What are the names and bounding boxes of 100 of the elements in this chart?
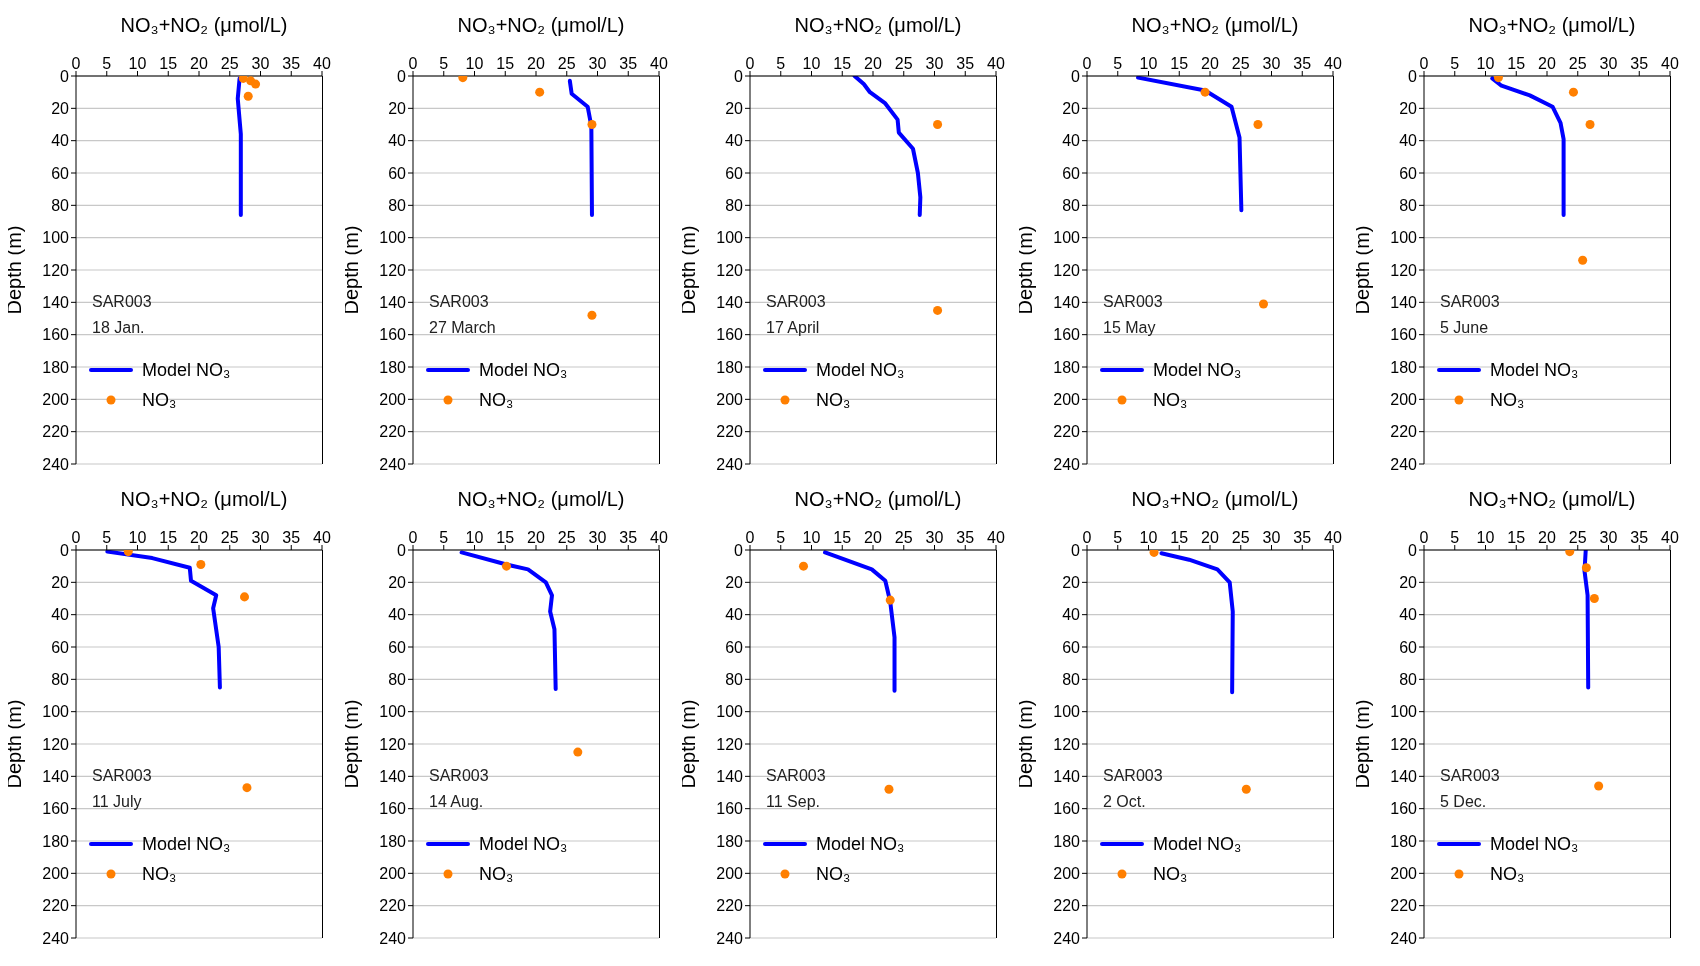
x-tick-label: 30 — [251, 529, 270, 546]
point — [240, 592, 250, 602]
y-tick-label: 240 — [379, 929, 407, 947]
x-tick-label: 0 — [1419, 55, 1429, 72]
y-tick-label: 20 — [725, 100, 744, 118]
y-tick-label: 0 — [1408, 67, 1418, 85]
point — [1594, 781, 1604, 791]
y-tick-label: 0 — [397, 67, 407, 85]
x-tick-label: 20 — [190, 529, 208, 546]
y-tick-label: 40 — [725, 132, 744, 150]
y-tick-label: 240 — [42, 455, 70, 473]
x-tick-label: 15 — [1507, 55, 1526, 72]
y-tick-label: 180 — [42, 358, 70, 376]
line-series — [1136, 76, 1244, 213]
y-tick-label: 120 — [1390, 261, 1418, 279]
x-tick-label: 35 — [1630, 55, 1649, 72]
annotation: 17 April — [766, 318, 821, 339]
x-tick-label: 30 — [1262, 529, 1281, 546]
x-tick-label: 5 — [776, 529, 786, 546]
y-tick-label: 80 — [725, 197, 744, 215]
y-tick-label: 160 — [42, 800, 70, 818]
x-tick-label: 35 — [282, 55, 301, 72]
y-tick-label: 0 — [60, 541, 70, 559]
annotation: SAR003 — [92, 766, 152, 787]
x-tick-label: 0 — [745, 55, 755, 72]
legend-label: Model NO₃ — [816, 359, 905, 383]
y-tick-label: 40 — [725, 606, 744, 624]
y-tick-label: 180 — [1390, 832, 1418, 850]
line-series — [459, 550, 558, 692]
y-tick-label: 240 — [1390, 929, 1418, 947]
y-tick-label: 120 — [1390, 735, 1418, 753]
x-tick-label: 5 — [439, 55, 449, 72]
y-tick-label: 160 — [42, 326, 70, 344]
x-tick-label: 40 — [1324, 55, 1342, 72]
y-tick-label: 100 — [42, 703, 70, 721]
legend-label: NO₃ — [816, 389, 851, 413]
x-tick-label: 10 — [128, 55, 147, 72]
y-tick-label: 220 — [379, 897, 407, 915]
y-tick-label: 0 — [734, 541, 744, 559]
x-tick-label: 30 — [251, 55, 270, 72]
legend-label: Model NO₃ — [1490, 833, 1579, 857]
point — [1200, 87, 1210, 97]
y-tick-label: 180 — [1053, 358, 1081, 376]
y-tick-label: 200 — [716, 865, 744, 883]
x-tick-label: 35 — [1630, 529, 1649, 546]
y-tick-label: 80 — [388, 671, 407, 689]
y-tick-label: 40 — [1399, 132, 1418, 150]
x-tick-label: 30 — [925, 55, 944, 72]
x-tick-label: 30 — [588, 529, 607, 546]
y-tick-label: 200 — [1053, 865, 1081, 883]
y-tick-label: 0 — [397, 541, 407, 559]
x-tick-label: 10 — [802, 55, 821, 72]
y-tick-label: 100 — [716, 703, 744, 721]
y-tick-label: 240 — [42, 929, 70, 947]
x-tick-label: 25 — [1231, 529, 1250, 546]
x-tick-label: 40 — [313, 529, 331, 546]
x-tick-label: 35 — [1293, 529, 1312, 546]
x-tick-label: 40 — [650, 529, 668, 546]
point — [242, 783, 252, 793]
y-tick-label: 180 — [1053, 832, 1081, 850]
y-tick-label: 140 — [1390, 768, 1418, 786]
y-tick-label: 120 — [42, 735, 70, 753]
y-tick-label: 20 — [1399, 574, 1418, 592]
x-tick-label: 40 — [987, 55, 1005, 72]
point — [535, 87, 545, 97]
legend-label: NO₃ — [1153, 863, 1188, 887]
y-tick-label: 20 — [51, 574, 70, 592]
point — [798, 561, 809, 571]
annotation: SAR003 — [1440, 292, 1500, 313]
y-tick-label: 200 — [42, 391, 70, 409]
x-tick-label: 40 — [650, 55, 668, 72]
x-tick-label: 10 — [1139, 55, 1158, 72]
y-tick-label: 220 — [716, 423, 744, 441]
y-tick-label: 240 — [1053, 929, 1081, 947]
y-tick-label: 180 — [716, 358, 744, 376]
point — [123, 550, 133, 557]
point — [885, 595, 895, 605]
annotation: 18 Jan. — [92, 318, 146, 339]
annotation: 2 Oct. — [1103, 792, 1147, 813]
y-tick-label: 60 — [51, 638, 70, 656]
x-tick-label: 0 — [408, 55, 418, 72]
y-tick-label: 20 — [51, 100, 70, 118]
y-tick-label: 80 — [725, 671, 744, 689]
y-tick-label: 60 — [51, 164, 70, 182]
y-tick-label: 160 — [716, 326, 744, 344]
y-tick-label: 120 — [716, 261, 744, 279]
y-tick-label: 200 — [716, 391, 744, 409]
x-tick-label: 5 — [776, 55, 786, 72]
line-series — [852, 76, 923, 218]
x-tick-label: 30 — [1599, 529, 1618, 546]
y-tick-label: 60 — [1399, 638, 1418, 656]
y-tick-label: 200 — [1053, 391, 1081, 409]
x-tick-label: 5 — [439, 529, 449, 546]
y-tick-label: 80 — [1399, 197, 1418, 215]
y-tick-label: 0 — [1071, 67, 1081, 85]
x-tick-label: 10 — [465, 529, 484, 546]
x-tick-label: 20 — [527, 55, 545, 72]
annotation: 14 Aug. — [429, 792, 485, 813]
x-axis-title: NO₃+NO₂ (μmol/L) — [1130, 13, 1300, 38]
y-tick-label: 160 — [1390, 800, 1418, 818]
